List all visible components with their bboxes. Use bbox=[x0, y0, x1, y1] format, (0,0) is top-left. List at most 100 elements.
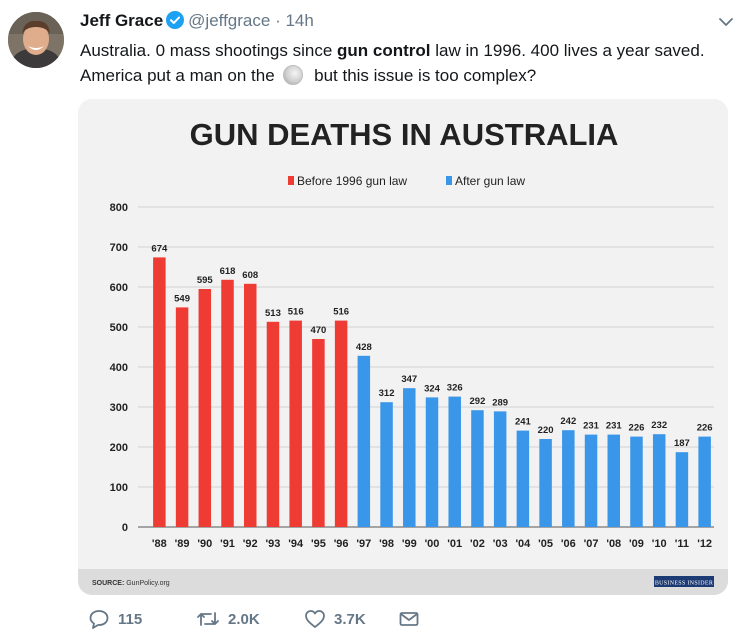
bar-93 bbox=[266, 321, 280, 527]
y-tick-label: 400 bbox=[110, 362, 128, 374]
reply-button[interactable]: 115 bbox=[88, 608, 142, 630]
bar-89 bbox=[175, 307, 189, 527]
bar-value-label: 516 bbox=[333, 307, 349, 318]
x-tick-label: '07 bbox=[584, 538, 599, 550]
x-tick-label: '12 bbox=[697, 538, 712, 550]
bar-value-label: 231 bbox=[583, 421, 600, 432]
bar-value-label: 241 bbox=[515, 417, 532, 428]
bar-value-label: 220 bbox=[538, 425, 554, 436]
bar-value-label: 674 bbox=[151, 243, 168, 254]
chevron-down-icon[interactable] bbox=[718, 14, 734, 30]
reply-icon bbox=[89, 610, 109, 629]
author-handle[interactable]: @jeffgrace bbox=[188, 11, 271, 30]
bar-value-label: 513 bbox=[265, 308, 281, 319]
legend-before-swatch bbox=[288, 176, 294, 185]
reply-count: 115 bbox=[118, 610, 143, 628]
y-tick-label: 600 bbox=[110, 282, 128, 294]
x-tick-label: '08 bbox=[606, 538, 621, 550]
y-tick-label: 300 bbox=[110, 402, 128, 414]
x-tick-label: '04 bbox=[515, 538, 531, 550]
bar-value-label: 608 bbox=[242, 270, 258, 281]
bar-value-label: 347 bbox=[401, 374, 417, 385]
y-tick-label: 500 bbox=[110, 322, 128, 334]
legend-after-swatch bbox=[446, 176, 452, 185]
avatar-image bbox=[8, 12, 64, 68]
bar-97 bbox=[357, 355, 371, 527]
tweet-text-part3: but this issue is too complex? bbox=[309, 66, 537, 85]
tweet-text-part1: Australia. 0 mass shootings since bbox=[80, 41, 338, 60]
bar-value-label: 618 bbox=[220, 266, 236, 277]
bar-07 bbox=[584, 434, 598, 527]
bar-00 bbox=[425, 397, 439, 527]
bar-03 bbox=[493, 411, 507, 527]
bar-95 bbox=[312, 339, 325, 527]
bar-chart: GUN DEATHS IN AUSTRALIA Before 1996 gun … bbox=[78, 99, 728, 595]
y-tick-label: 200 bbox=[110, 442, 128, 454]
publisher-label: BUSINESS INSIDER bbox=[655, 581, 713, 587]
bar-08 bbox=[607, 434, 621, 527]
x-tick-label: '99 bbox=[402, 538, 417, 550]
x-tick-label: '06 bbox=[561, 538, 576, 550]
publisher-logo bbox=[654, 576, 714, 587]
bar-10 bbox=[652, 434, 666, 527]
x-tick-label: '00 bbox=[425, 538, 440, 550]
bar-12 bbox=[698, 436, 711, 527]
x-tick-label: '89 bbox=[175, 538, 190, 550]
bar-05 bbox=[539, 439, 552, 527]
source-bar bbox=[78, 569, 728, 595]
moon-icon bbox=[283, 65, 304, 85]
like-count: 3.7K bbox=[334, 610, 366, 628]
source-text: GunPolicy.org bbox=[126, 580, 170, 587]
avatar[interactable] bbox=[8, 12, 64, 68]
bar-value-label: 470 bbox=[310, 325, 326, 336]
tweet-text-bold: gun control bbox=[337, 41, 431, 60]
y-tick-label: 0 bbox=[122, 522, 128, 534]
chart-title: GUN DEATHS IN AUSTRALIA bbox=[190, 117, 619, 152]
bar-value-label: 595 bbox=[197, 275, 214, 286]
tweet-text-part2: law in 1996. 400 lives a year saved. Ame… bbox=[80, 41, 705, 85]
bar-90 bbox=[198, 289, 212, 527]
bar-value-label: 324 bbox=[424, 383, 441, 394]
x-tick-label: '01 bbox=[447, 538, 462, 550]
bar-value-label: 242 bbox=[560, 416, 576, 427]
x-tick-label: '96 bbox=[334, 538, 349, 550]
svg-text:SOURCE: GunPolicy.org: SOURCE: GunPolicy.org bbox=[92, 580, 170, 587]
x-tick-label: '95 bbox=[311, 538, 326, 550]
x-tick-label: '97 bbox=[356, 538, 371, 550]
bar-11 bbox=[675, 452, 689, 527]
retweet-icon bbox=[197, 612, 219, 626]
envelope-icon bbox=[399, 612, 419, 626]
bar-value-label: 326 bbox=[447, 383, 463, 394]
x-tick-label: '11 bbox=[675, 538, 689, 550]
like-button[interactable]: 3.7K bbox=[304, 608, 366, 630]
x-tick-label: '91 bbox=[220, 538, 235, 550]
bar-value-label: 292 bbox=[470, 396, 486, 407]
bar-09 bbox=[630, 436, 643, 527]
legend-before-label: Before 1996 gun law bbox=[297, 174, 407, 188]
separator-dot: · bbox=[275, 11, 281, 30]
bar-value-label: 231 bbox=[606, 421, 623, 432]
bar-value-label: 312 bbox=[379, 388, 395, 399]
x-tick-label: '92 bbox=[243, 538, 258, 550]
retweet-count: 2.0K bbox=[228, 610, 260, 628]
x-tick-label: '98 bbox=[379, 538, 394, 550]
bar-value-label: 516 bbox=[288, 307, 304, 318]
bar-99 bbox=[403, 388, 416, 527]
bar-value-label: 549 bbox=[174, 293, 190, 304]
bar-88 bbox=[153, 257, 166, 527]
direct-message-button[interactable] bbox=[398, 608, 420, 630]
bar-01 bbox=[448, 396, 461, 527]
bar-94 bbox=[289, 320, 302, 527]
tweet-time[interactable]: 14h bbox=[285, 11, 314, 30]
bar-value-label: 232 bbox=[651, 420, 667, 431]
bar-02 bbox=[471, 410, 484, 527]
x-tick-label: '94 bbox=[288, 538, 304, 550]
chart-image-card[interactable]: GUN DEATHS IN AUSTRALIA Before 1996 gun … bbox=[78, 99, 728, 595]
retweet-button[interactable]: 2.0K bbox=[196, 608, 260, 630]
bar-98 bbox=[380, 402, 393, 527]
x-tick-label: '02 bbox=[470, 538, 485, 550]
author-name[interactable]: Jeff Grace bbox=[80, 11, 164, 30]
x-tick-label: '10 bbox=[652, 538, 667, 550]
bar-value-label: 187 bbox=[674, 438, 690, 449]
tweet-text: Australia. 0 mass shootings since gun co… bbox=[80, 38, 730, 88]
